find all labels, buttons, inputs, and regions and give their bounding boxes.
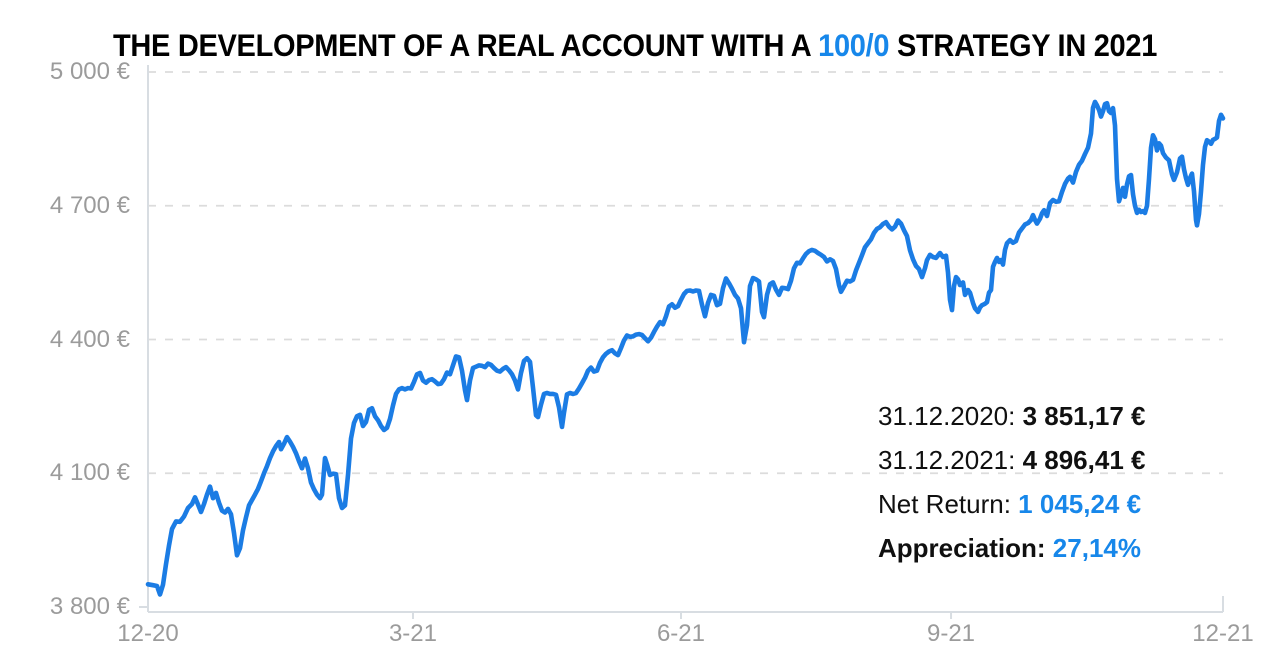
summary-label: 31.12.2021: — [878, 445, 1023, 475]
x-axis-label: 12-21 — [1192, 620, 1254, 647]
chart-title: THE DEVELOPMENT OF A REAL ACCOUNT WITH A… — [0, 29, 1270, 64]
summary-panel: 31.12.2020: 3 851,17 € 31.12.2021: 4 896… — [878, 394, 1145, 570]
chart-title-accent: 100/0 — [818, 29, 890, 64]
y-axis-label: 4 100 € — [49, 459, 130, 487]
y-axis-label: 3 800 € — [49, 593, 130, 620]
summary-row-appreciation: Appreciation: 27,14% — [878, 526, 1145, 570]
chart-title-text: STRATEGY IN 2021 — [889, 29, 1158, 64]
summary-row-end-value: 31.12.2021: 4 896,41 € — [878, 438, 1145, 482]
x-axis-label: 3-21 — [388, 620, 437, 647]
summary-label: Appreciation: — [878, 533, 1053, 563]
summary-row-net-return: Net Return: 1 045,24 € — [878, 482, 1145, 526]
x-axis-label: 12-20 — [117, 620, 179, 647]
summary-row-start-value: 31.12.2020: 3 851,17 € — [878, 394, 1145, 438]
summary-label: Net Return: — [878, 489, 1019, 519]
chart-title-text: THE DEVELOPMENT OF A REAL ACCOUNT WITH A — [112, 29, 819, 64]
summary-value: 27,14% — [1052, 533, 1141, 563]
x-axis-label: 6-21 — [656, 620, 705, 647]
summary-value: 4 896,41 € — [1022, 445, 1146, 475]
summary-label: 31.12.2020: — [878, 401, 1023, 431]
x-axis-label: 9-21 — [926, 620, 976, 647]
y-axis-label: 4 400 € — [49, 325, 130, 353]
y-axis-label: 5 000 € — [49, 58, 130, 85]
summary-value: 1 045,24 € — [1018, 489, 1142, 519]
summary-value: 3 851,17 € — [1022, 401, 1146, 431]
y-axis-label: 4 700 € — [49, 191, 130, 219]
account-value-line — [145, 99, 1226, 597]
